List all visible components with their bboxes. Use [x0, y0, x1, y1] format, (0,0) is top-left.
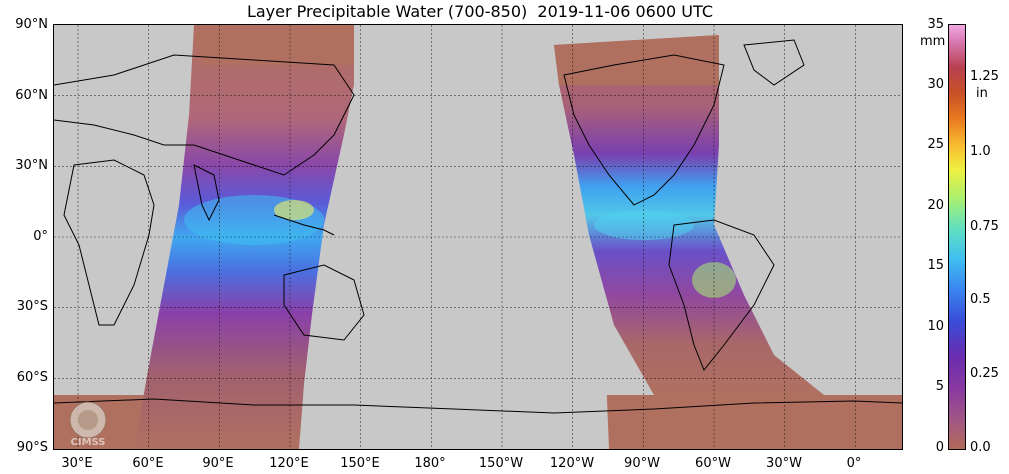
map-title: Layer Precipitable Water (700-850) 2019-… — [246, 2, 714, 21]
cb-left-tick: 25 — [927, 137, 944, 152]
lon-label-150w: 150°W — [478, 456, 524, 471]
cb-right-tick: 1.25 — [970, 69, 999, 84]
lon-label-150e: 150°E — [340, 456, 380, 471]
west-swath-top — [194, 25, 354, 65]
cb-right-tick: 0.0 — [970, 440, 991, 455]
cimss-logo: CIMSS — [69, 401, 107, 448]
lat-label-90s: 90°S — [16, 440, 48, 455]
cb-left-unit: mm — [920, 34, 946, 49]
lon-label-30e: 30°E — [61, 456, 93, 471]
cb-right-tick: 0.5 — [970, 292, 991, 307]
map-svg: CIMSS — [54, 25, 902, 449]
coastlines — [54, 39, 902, 414]
cimss-logo-text: CIMSS — [71, 437, 106, 448]
east-swath-top — [554, 35, 719, 85]
lon-label-30w: 30°W — [766, 456, 802, 471]
cb-left-tick: 35 — [927, 17, 944, 32]
pacific-no-data-gap — [299, 67, 609, 449]
cb-left-tick: 5 — [935, 379, 944, 394]
lon-label-180: 180° — [414, 456, 446, 471]
cb-left-tick: 0 — [935, 440, 944, 455]
lon-label-0: 0° — [846, 456, 862, 471]
cb-left-tick: 20 — [927, 198, 944, 213]
lat-label-30s: 30°S — [16, 299, 48, 314]
cb-left-tick: 15 — [927, 258, 944, 273]
lon-label-120w: 120°W — [549, 456, 595, 471]
graticule — [54, 25, 902, 449]
precipitable-water-map: CIMSS — [53, 24, 903, 450]
lon-label-90w: 90°W — [624, 456, 660, 471]
moisture-peak-west — [274, 200, 314, 220]
tropical-moisture-east — [594, 210, 694, 240]
cb-left-tick: 10 — [927, 319, 944, 334]
lat-label-90n: 90°N — [15, 17, 48, 32]
lat-label-eq: 0° — [33, 229, 48, 244]
lat-label-60s: 60°S — [16, 370, 48, 385]
cb-left-tick: 30 — [927, 77, 944, 92]
cb-right-tick: 0.25 — [970, 366, 999, 381]
lon-label-60w: 60°W — [695, 456, 731, 471]
lon-label-120e: 120°E — [269, 456, 309, 471]
cb-right-tick: 1.0 — [970, 144, 991, 159]
colorbar — [948, 24, 966, 450]
cb-right-unit: in — [976, 86, 988, 101]
cb-right-tick: 0.75 — [970, 219, 999, 234]
lon-label-90e: 90°E — [202, 456, 234, 471]
east-satellite-swath — [554, 35, 824, 395]
lat-label-30n: 30°N — [15, 158, 48, 173]
lat-label-60n: 60°N — [15, 88, 48, 103]
lon-label-60e: 60°E — [132, 456, 164, 471]
moisture-peak-east — [692, 262, 736, 298]
